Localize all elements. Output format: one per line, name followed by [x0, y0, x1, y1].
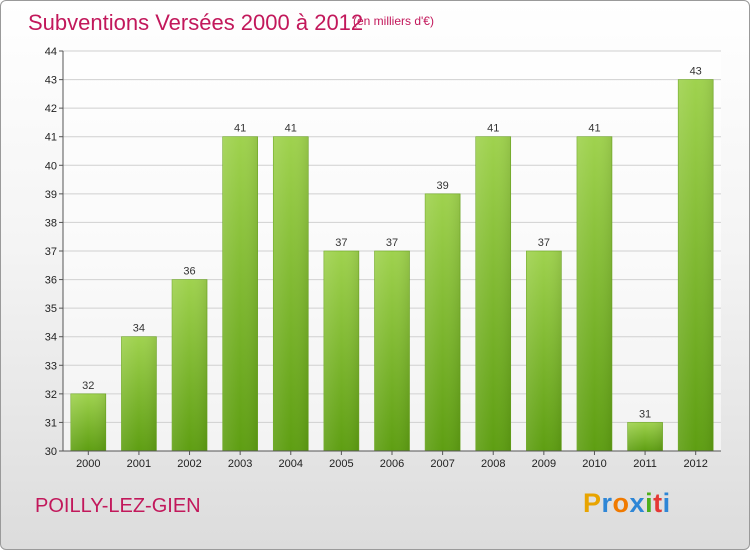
bar-shine: [576, 136, 612, 451]
bar-shine: [172, 279, 208, 451]
bar-shine: [70, 393, 106, 451]
bar-shine: [273, 136, 309, 451]
y-tick-label: 40: [45, 160, 57, 172]
bar-value-label: 31: [639, 408, 651, 420]
logo-letter: i: [645, 488, 654, 518]
bar-shine: [526, 251, 562, 451]
bar-value-label: 32: [82, 380, 94, 392]
y-tick-label: 42: [45, 103, 57, 115]
bar-shine: [425, 193, 461, 451]
bar-shine: [678, 79, 714, 452]
bar-shine: [374, 251, 410, 451]
logo-letter: r: [601, 488, 613, 518]
chart-title: Subventions Versées 2000 à 2012: [28, 10, 364, 35]
bar-shine: [475, 136, 511, 451]
bar-value-label: 39: [436, 180, 448, 192]
proxiti-logo: Proxiti: [583, 488, 671, 519]
bar-value-label: 34: [133, 323, 145, 335]
x-tick-label: 2003: [228, 458, 252, 470]
y-tick-label: 33: [45, 360, 57, 372]
chart-subtitle: (en milliers d'€): [353, 14, 434, 28]
y-tick-label: 30: [45, 446, 57, 458]
bar-value-label: 37: [335, 237, 347, 249]
y-tick-label: 34: [45, 332, 57, 344]
y-tick-label: 38: [45, 217, 57, 229]
y-tick-label: 37: [45, 246, 57, 258]
axes: 30 31 32 33 34 35 36 37 38 39 40 41 42 43 44 2000 2001 20…: [45, 46, 721, 470]
bar-value-label: 37: [538, 237, 550, 249]
y-tick-label: 43: [45, 75, 57, 87]
bar-value-label: 36: [183, 266, 195, 278]
x-tick-label: 2011: [633, 458, 657, 470]
place-name: POILLY-LEZ-GIEN: [35, 495, 201, 517]
bar-value-label: 41: [487, 123, 499, 135]
x-tick-label: 2000: [76, 458, 100, 470]
bar-value-label: 41: [588, 123, 600, 135]
bar-shine: [627, 422, 663, 451]
logo-letter: P: [583, 488, 602, 518]
logo-letter: o: [612, 488, 630, 518]
bar-shine: [323, 251, 359, 451]
bars: 32 34 36 41 41 37 37 39 41 37 41 31 43: [70, 66, 714, 452]
y-tick-label: 41: [45, 132, 57, 144]
y-tick-label: 36: [45, 275, 57, 287]
x-tick-label: 2009: [532, 458, 556, 470]
x-tick-label: 2007: [430, 458, 454, 470]
y-tick-label: 39: [45, 189, 57, 201]
bar-value-label: 41: [285, 123, 297, 135]
x-tick-label: 2005: [329, 458, 353, 470]
x-tick-label: 2006: [380, 458, 404, 470]
logo-letter: i: [662, 488, 671, 518]
x-tick-label: 2004: [279, 458, 303, 470]
logo-letter: t: [653, 488, 663, 518]
x-tick-label: 2001: [127, 458, 151, 470]
y-tick-label: 32: [45, 389, 57, 401]
y-tick-label: 44: [45, 46, 57, 58]
x-tick-label: 2008: [481, 458, 505, 470]
x-tick-label: 2010: [582, 458, 606, 470]
y-tick-label: 35: [45, 303, 57, 315]
bar-shine: [222, 136, 258, 451]
bar-value-label: 37: [386, 237, 398, 249]
y-tick-label: 31: [45, 417, 57, 429]
x-tick-label: 2012: [683, 458, 707, 470]
x-tick-label: 2002: [177, 458, 201, 470]
bar-shine: [121, 336, 157, 451]
logo-letter: x: [629, 488, 646, 518]
bar-value-label: 43: [690, 66, 702, 78]
bar-value-label: 41: [234, 123, 246, 135]
